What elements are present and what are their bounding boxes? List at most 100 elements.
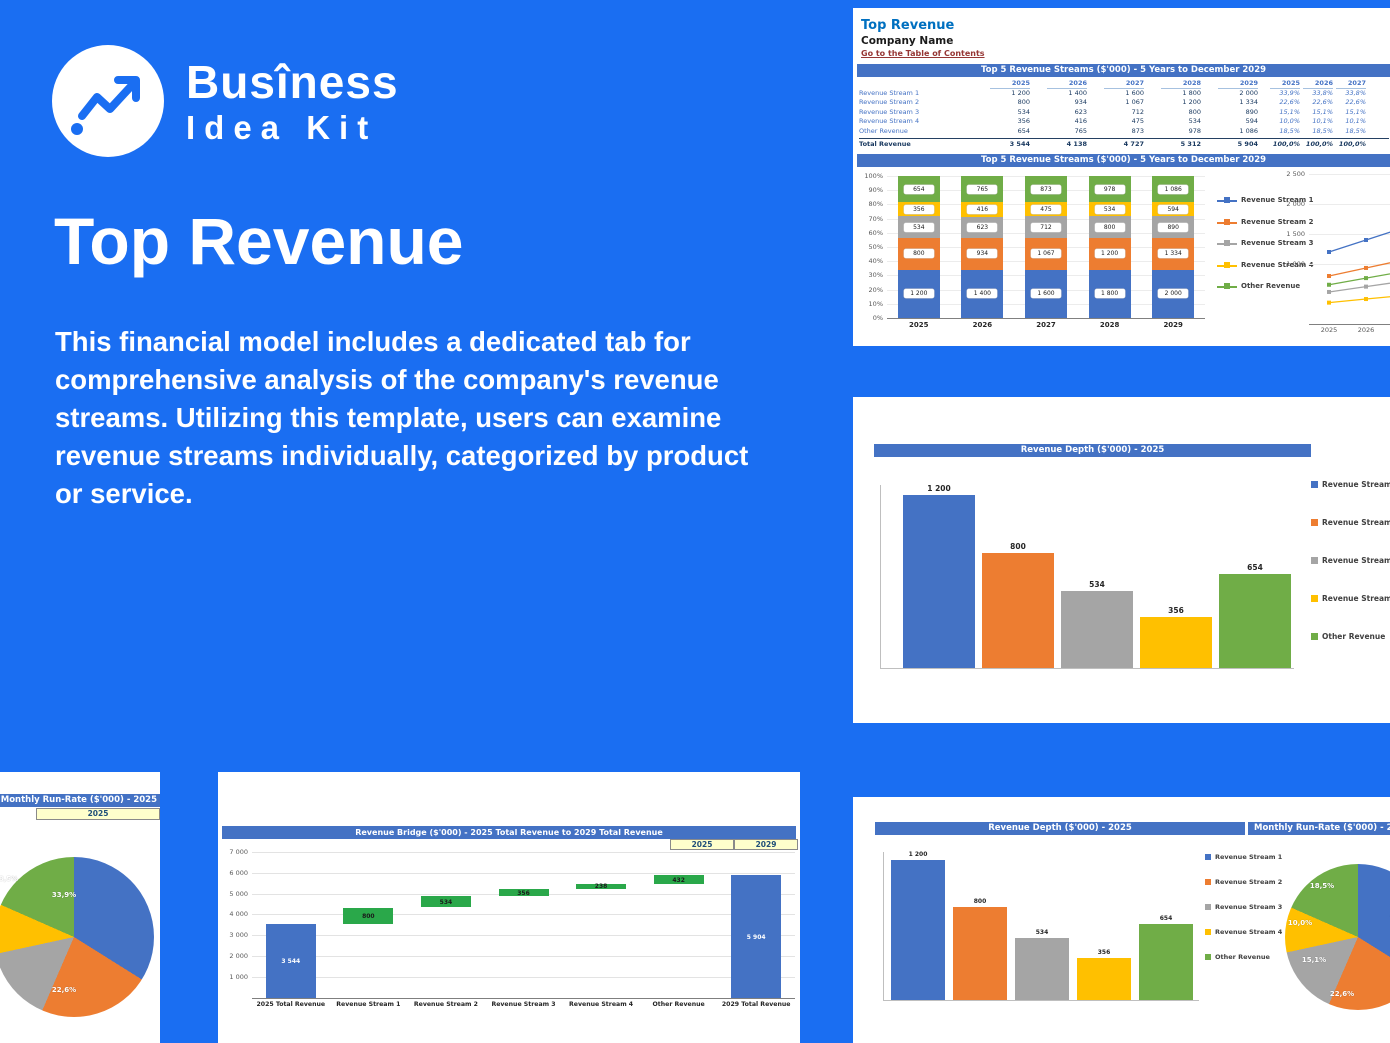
y-axis-label: 90% [868, 186, 883, 195]
y-axis-label: 4 000 [229, 910, 248, 919]
bar-segment-label: 623 [967, 222, 998, 232]
bar-segment-label: 1 800 [1094, 289, 1125, 299]
bar-value-label: 654 [1247, 562, 1263, 572]
legend-marker [1205, 854, 1211, 860]
pct-year-header: 2025 [1270, 79, 1300, 89]
y-axis-label: 3 000 [229, 931, 248, 940]
bar [1015, 937, 1069, 1000]
pie-slice-label: 33,9% [51, 891, 77, 899]
bar-value-label: 356 [1097, 949, 1111, 957]
y-axis-label: 7 000 [229, 848, 248, 856]
depth-bar-chart: 1 200 800 534 356 654 [853, 397, 1390, 723]
legend-label: Revenue Stream 4 [1215, 928, 1283, 936]
total-value: 4 727 [1123, 140, 1144, 148]
x-axis [883, 1000, 1199, 1001]
row-value: 534 [1017, 107, 1030, 116]
bar-segment-label: 1 086 [1158, 184, 1189, 194]
category-label: 2025 Total Revenue [256, 1001, 326, 1008]
row-value: 594 [1245, 117, 1258, 126]
bar-value-label: 800 [1010, 541, 1026, 551]
row-value: 890 [1245, 107, 1258, 116]
total-value: 5 904 [1237, 140, 1258, 148]
y-axis-label: 0% [872, 314, 883, 322]
legend-marker [1224, 218, 1230, 225]
year-header: 2029 [1218, 79, 1258, 89]
gridline [252, 872, 795, 874]
bar-value-label: 432 [672, 876, 685, 884]
stacked-bar-chart: 100% 90% 80% 70% 60% 50% 40% 30% 20% 10% 0% 1 200 80… [853, 8, 1390, 346]
year-select-cell[interactable]: 2025 [36, 808, 160, 820]
runrate-pie-chart: 33,9% 22,6% 15,1% 10,0% 18,5% [0, 772, 160, 1043]
revenue-depth-panel: Revenue Depth ($'000) - 2025 1 200 800 534… [853, 397, 1390, 723]
bar-value-label: 1 200 [908, 850, 928, 858]
row-label: Other Revenue [859, 126, 908, 135]
row-pct: 22,6% [1279, 98, 1300, 107]
bar [891, 859, 945, 1000]
y-axis-label: 2 000 [229, 952, 248, 961]
x-axis-label: 2026 [972, 321, 993, 329]
pie-slice-label: 22,6% [51, 986, 77, 994]
total-value: 5 312 [1180, 140, 1201, 148]
legend-label: Other Revenue [1215, 953, 1270, 961]
year-select-cell-end[interactable]: 2029 [734, 839, 798, 850]
bar [982, 552, 1054, 668]
brand-logo [52, 45, 164, 157]
legend-marker [1224, 197, 1230, 203]
row-value: 1 600 [1125, 89, 1144, 97]
row-value: 2 000 [1239, 89, 1258, 97]
row-pct: 10,0% [1279, 117, 1300, 126]
y-axis-label: 1 000 [229, 972, 248, 981]
secondary-axis-label: 2 500 [1286, 170, 1305, 178]
bar-segment-label: 1 400 [967, 289, 998, 299]
legend-marker [1224, 283, 1230, 289]
row-value: 1 400 [1068, 89, 1087, 97]
bar-segment-label: 654 [903, 184, 934, 194]
bar-segment-label: 534 [1094, 204, 1125, 214]
y-axis-label: 10% [868, 299, 883, 308]
bar-segment-label: 1 067 [1031, 249, 1061, 259]
revenue-bridge-panel: Revenue Bridge ($'000) - 2025 Total Reve… [218, 772, 800, 1043]
bar-value-label: 534 [1089, 579, 1105, 589]
sheet-preview-panel: Top Revenue Company Name Go to the Table… [853, 8, 1390, 346]
bar [1061, 590, 1133, 668]
row-value: 1 800 [1182, 89, 1201, 97]
bridge-bar [576, 884, 627, 889]
gridline [252, 852, 795, 853]
bar-segment-label: 712 [1031, 222, 1061, 232]
legend-marker [1224, 240, 1230, 246]
legend-marker [1311, 595, 1318, 602]
bar-value-label: 238 [594, 883, 608, 891]
total-label: Total Revenue [859, 140, 911, 148]
row-pct: 18,5% [1312, 126, 1333, 135]
row-value: 356 [1017, 117, 1030, 126]
legend-label: Revenue Stream 2 [1215, 878, 1283, 886]
total-pct: 100,0% [1272, 140, 1300, 148]
gridline [887, 318, 1205, 319]
y-axis-label: 60% [868, 228, 883, 237]
legend-label: Other Revenue [1241, 282, 1301, 290]
runrate-pie-chart-small: 33,9% 22,6% 15,1% 10,0% 18,5% [853, 797, 1390, 1043]
row-value: 873 [1131, 126, 1144, 135]
gridline [1309, 204, 1390, 205]
row-pct: 15,1% [1312, 107, 1333, 116]
total-divider [859, 138, 1389, 139]
category-label: Revenue Stream 3 [491, 1001, 556, 1008]
pct-year-header: 2027 [1336, 79, 1366, 89]
bridge-bar [653, 875, 704, 884]
bar [953, 906, 1007, 1000]
chart-header-bar: Revenue Depth ($'000) - 2025 [875, 822, 1245, 835]
row-value: 978 [1188, 126, 1201, 135]
bar-value-label: 800 [973, 897, 987, 905]
bar-segment-label: 1 200 [903, 289, 934, 299]
legend-label: Other Revenue [1322, 632, 1386, 641]
chart-header-bar: Revenue Bridge ($'000) - 2025 Total Reve… [222, 826, 796, 839]
axis-line [252, 998, 795, 999]
gridline [252, 935, 795, 937]
legend-label: Revenue Stream 3 [1215, 903, 1283, 911]
row-pct: 22,6% [1312, 98, 1333, 107]
year-select-cell-start[interactable]: 2025 [670, 839, 734, 850]
toc-link[interactable]: Go to the Table of Contents [861, 49, 985, 58]
bar-segment-label: 800 [1094, 222, 1125, 232]
y-axis [880, 485, 881, 668]
